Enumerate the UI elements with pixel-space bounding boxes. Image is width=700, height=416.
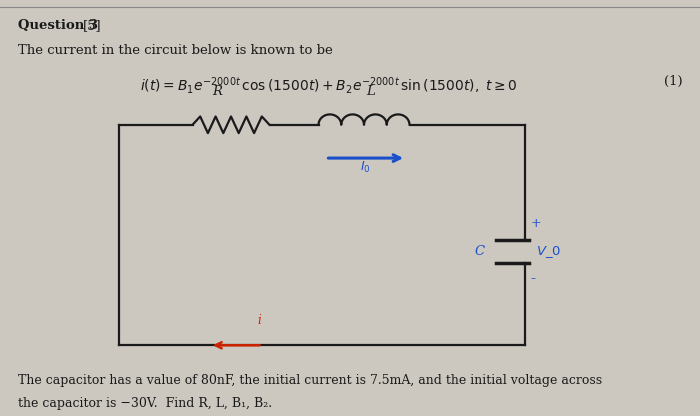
- Text: i: i: [257, 314, 261, 327]
- Text: The current in the circuit below is known to be: The current in the circuit below is know…: [18, 44, 332, 57]
- Text: $I_0$: $I_0$: [360, 160, 371, 175]
- Text: $V\_0$: $V\_0$: [536, 244, 561, 260]
- Text: +: +: [531, 217, 541, 230]
- Text: $i(t) = B_1e^{-2000t}\,\mathrm{cos}\,(1500t) + B_2e^{-2000t}\,\mathrm{sin}\,(150: $i(t) = B_1e^{-2000t}\,\mathrm{cos}\,(15…: [140, 75, 518, 96]
- Text: C: C: [475, 245, 485, 258]
- Text: [5]: [5]: [83, 19, 102, 32]
- Text: Question 3: Question 3: [18, 19, 102, 32]
- Text: L: L: [367, 85, 375, 98]
- Text: R: R: [212, 85, 222, 98]
- Text: (1): (1): [664, 75, 682, 88]
- Text: The capacitor has a value of 80nF, the initial current is 7.5mA, and the initial: The capacitor has a value of 80nF, the i…: [18, 374, 601, 387]
- Text: -: -: [531, 272, 536, 286]
- Text: the capacitor is −30V.  Find R, L, B₁, B₂.: the capacitor is −30V. Find R, L, B₁, B₂…: [18, 397, 272, 410]
